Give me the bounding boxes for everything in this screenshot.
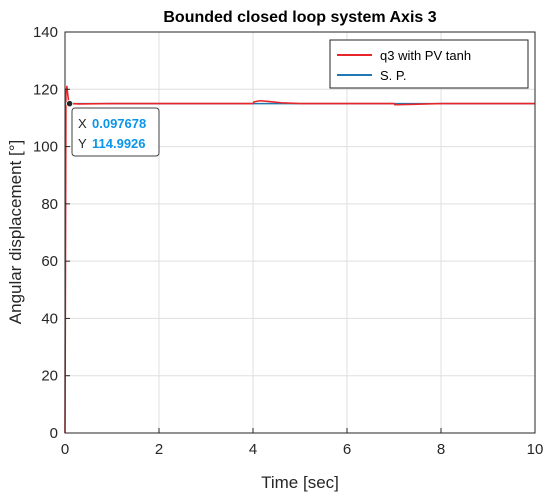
y-tick-label: 80 [41, 196, 58, 213]
chart-title: Bounded closed loop system Axis 3 [163, 9, 436, 26]
legend-box [329, 39, 529, 89]
y-tick-label: 100 [33, 139, 58, 156]
plot-frame [64, 31, 536, 434]
datatip-y-label: Y [78, 136, 87, 151]
y-tick-label: 60 [41, 253, 58, 270]
y-axis-label: Angular displacement [°] [6, 140, 25, 324]
legend-label-sp: S. P. [380, 68, 407, 83]
x-axis-label: Time [sec] [261, 473, 339, 492]
x-tick-label: 2 [155, 441, 163, 458]
x-tick-label: 10 [527, 441, 544, 458]
datatip-x-value: 0.097678 [92, 116, 146, 131]
x-tick-label: 0 [61, 441, 69, 458]
plot-area [65, 32, 535, 433]
series-group [64, 85, 535, 434]
y-tick-label: 0 [50, 425, 58, 442]
y-tick-label: 140 [33, 24, 58, 41]
x-tick-label: 6 [343, 441, 351, 458]
series-line-q3 [64, 85, 535, 434]
datatip-y-value: 114.9926 [92, 136, 146, 151]
datatip-box [71, 107, 160, 157]
datatip[interactable]: X 0.097678 Y 114.9926 [65, 100, 160, 157]
y-tick-label: 20 [41, 368, 58, 385]
y-tick-label: 120 [33, 81, 58, 98]
datatip-x-label: X [78, 116, 87, 131]
y-tick-label: 40 [41, 310, 58, 327]
x-tick-label: 4 [249, 441, 257, 458]
legend-label-q3: q3 with PV tanh [380, 48, 471, 63]
datatip-marker[interactable] [65, 100, 74, 108]
x-tick-label: 8 [437, 441, 445, 458]
legend: q3 with PV tanh S. P. [329, 39, 529, 89]
